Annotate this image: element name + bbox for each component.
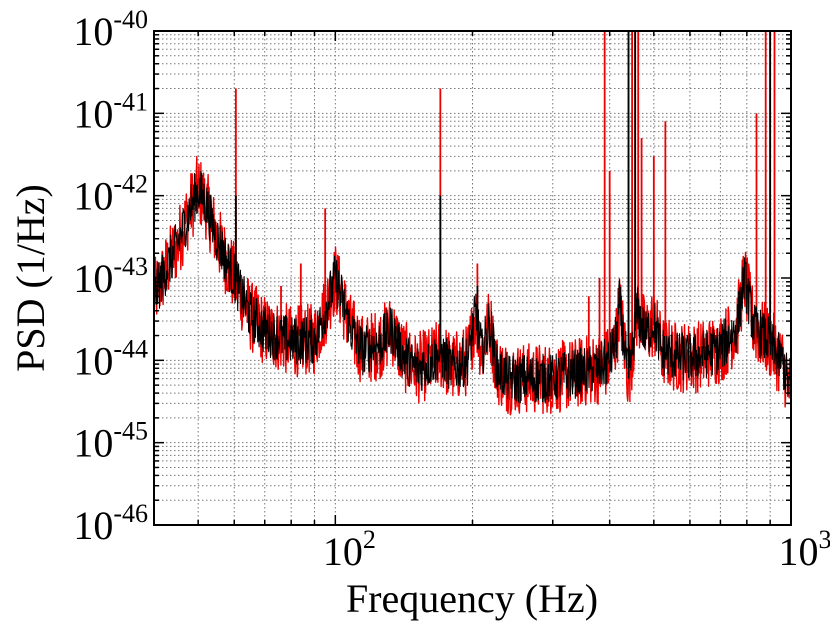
grid-lines [154,31,791,525]
axis-ticks [153,30,792,526]
y-tick-label: 10-44 [73,334,148,383]
data-series [154,31,791,416]
y-tick-label: 10-43 [73,252,148,301]
x-axis-label: Frequency (Hz) [346,576,598,621]
x-tick-label: 103 [779,525,830,574]
y-tick-label: 10-45 [73,417,148,466]
y-tick-label: 10-42 [73,170,148,219]
y-tick-label: 10-40 [73,5,148,54]
y-tick-labels: 10-40 10-41 10-42 10-43 10-44 10-45 10-46 [73,5,148,548]
x-tick-labels: 102 103 [323,525,830,574]
psd-series-line [154,170,791,404]
y-axis-label: PSD (1/Hz) [8,184,53,372]
y-tick-label: 10-41 [73,87,148,136]
x-tick-label: 102 [323,525,376,574]
y-tick-label: 10-46 [73,499,148,548]
